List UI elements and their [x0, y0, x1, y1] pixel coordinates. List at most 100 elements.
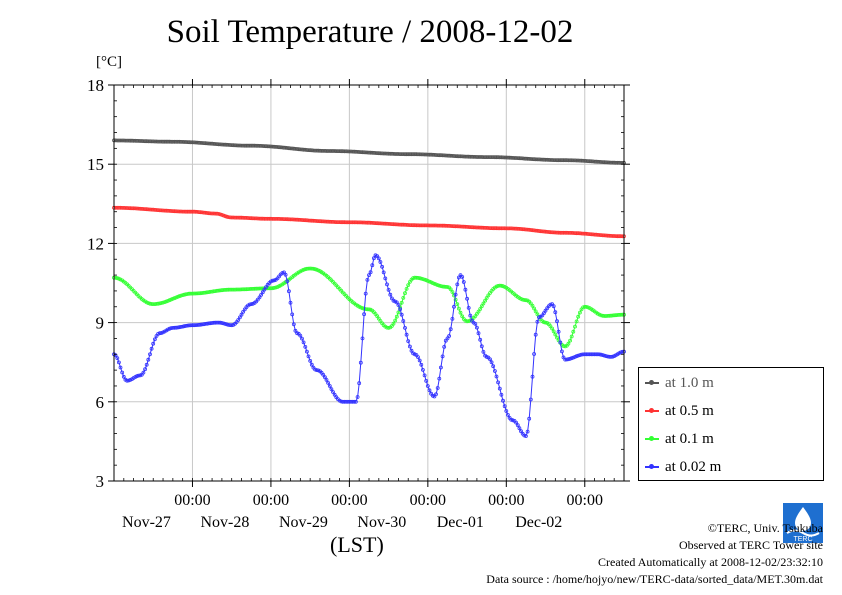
data-point — [288, 300, 293, 305]
data-point — [525, 429, 530, 434]
data-point — [394, 300, 399, 305]
data-point — [117, 360, 121, 365]
data-point — [151, 341, 156, 346]
data-point — [394, 314, 399, 319]
y-tick-label: 15 — [87, 155, 104, 174]
axis-ticks: 36912151800:00Nov-2700:00Nov-2800:00Nov-… — [87, 76, 630, 531]
data-point — [597, 352, 602, 357]
data-point — [311, 266, 316, 271]
data-point — [215, 211, 219, 216]
legend-item-1m: at 1.0 m — [645, 372, 714, 394]
data-point — [144, 362, 149, 367]
data-point — [221, 321, 226, 326]
data-point — [146, 357, 151, 362]
series-4 — [112, 253, 626, 439]
data-point — [420, 277, 425, 282]
data-point — [404, 332, 409, 337]
data-point — [121, 374, 126, 379]
data-point — [491, 364, 496, 369]
data-point — [370, 263, 375, 268]
data-point — [455, 282, 460, 287]
data-point — [535, 312, 540, 317]
data-point — [403, 291, 407, 296]
data-point — [152, 337, 157, 342]
data-point — [453, 292, 458, 297]
data-point — [301, 267, 306, 272]
data-point — [216, 211, 221, 216]
data-point — [497, 386, 502, 391]
day-label: Dec-01 — [437, 514, 484, 531]
data-point — [141, 370, 146, 375]
data-point — [568, 338, 572, 343]
data-point — [368, 270, 373, 275]
data-point — [555, 319, 559, 324]
data-point — [239, 312, 244, 317]
data-point — [399, 312, 404, 317]
data-point — [450, 316, 455, 321]
data-point — [440, 354, 445, 359]
data-point — [488, 357, 492, 362]
data-point — [456, 306, 461, 311]
data-point — [285, 279, 290, 284]
data-point — [322, 375, 327, 380]
source-text: Data source : /home/hojyo/new/TERC-data/… — [486, 572, 823, 586]
legend-label-01m: at 0.1 m — [665, 430, 714, 447]
data-point — [573, 324, 577, 329]
data-point — [484, 296, 489, 300]
data-point — [551, 329, 556, 334]
data-point — [403, 325, 407, 330]
data-point — [229, 323, 234, 328]
data-point — [530, 374, 535, 379]
data-point — [550, 326, 554, 331]
data-point — [304, 349, 309, 354]
data-point — [391, 321, 396, 326]
data-point — [465, 319, 470, 324]
data-point — [283, 272, 288, 277]
data-point — [486, 293, 491, 298]
data-point — [455, 302, 460, 307]
data-point — [524, 298, 528, 303]
data-point — [357, 381, 362, 386]
data-point — [270, 278, 275, 283]
data-point — [236, 318, 241, 322]
data-point — [530, 303, 535, 308]
data-point — [448, 287, 453, 292]
data-point — [425, 384, 430, 388]
data-point — [324, 377, 329, 382]
data-point — [143, 367, 148, 372]
data-point — [553, 332, 558, 337]
data-point — [293, 328, 298, 333]
data-point — [298, 333, 303, 338]
data-point — [272, 285, 277, 290]
copyright-text: ©TERC, Univ. Tsukuba — [707, 521, 823, 535]
data-point — [406, 339, 411, 344]
data-point — [416, 275, 420, 280]
data-point — [306, 354, 311, 359]
legend-marker-002m — [645, 463, 659, 471]
data-point — [286, 289, 291, 294]
data-point — [118, 365, 123, 370]
data-point — [543, 320, 548, 325]
data-point — [566, 357, 571, 362]
data-point — [566, 341, 571, 346]
data-point — [478, 337, 483, 342]
data-point — [514, 420, 518, 425]
data-point — [136, 373, 141, 378]
data-point — [399, 300, 404, 305]
data-point — [438, 365, 443, 370]
data-point — [156, 301, 161, 306]
data-point — [161, 300, 165, 305]
data-point — [499, 283, 504, 288]
data-point — [599, 352, 603, 357]
y-tick-label: 6 — [96, 393, 105, 412]
data-point — [358, 360, 363, 365]
data-point — [378, 260, 383, 264]
data-point — [461, 280, 466, 284]
data-point — [483, 298, 488, 303]
legend-label-05m: at 0.5 m — [665, 402, 714, 419]
x-tick-label: 00:00 — [410, 492, 446, 509]
legend-item-01m: at 0.1 m — [645, 428, 714, 450]
data-point — [458, 310, 463, 315]
data-point — [308, 358, 313, 363]
data-point — [479, 344, 484, 349]
